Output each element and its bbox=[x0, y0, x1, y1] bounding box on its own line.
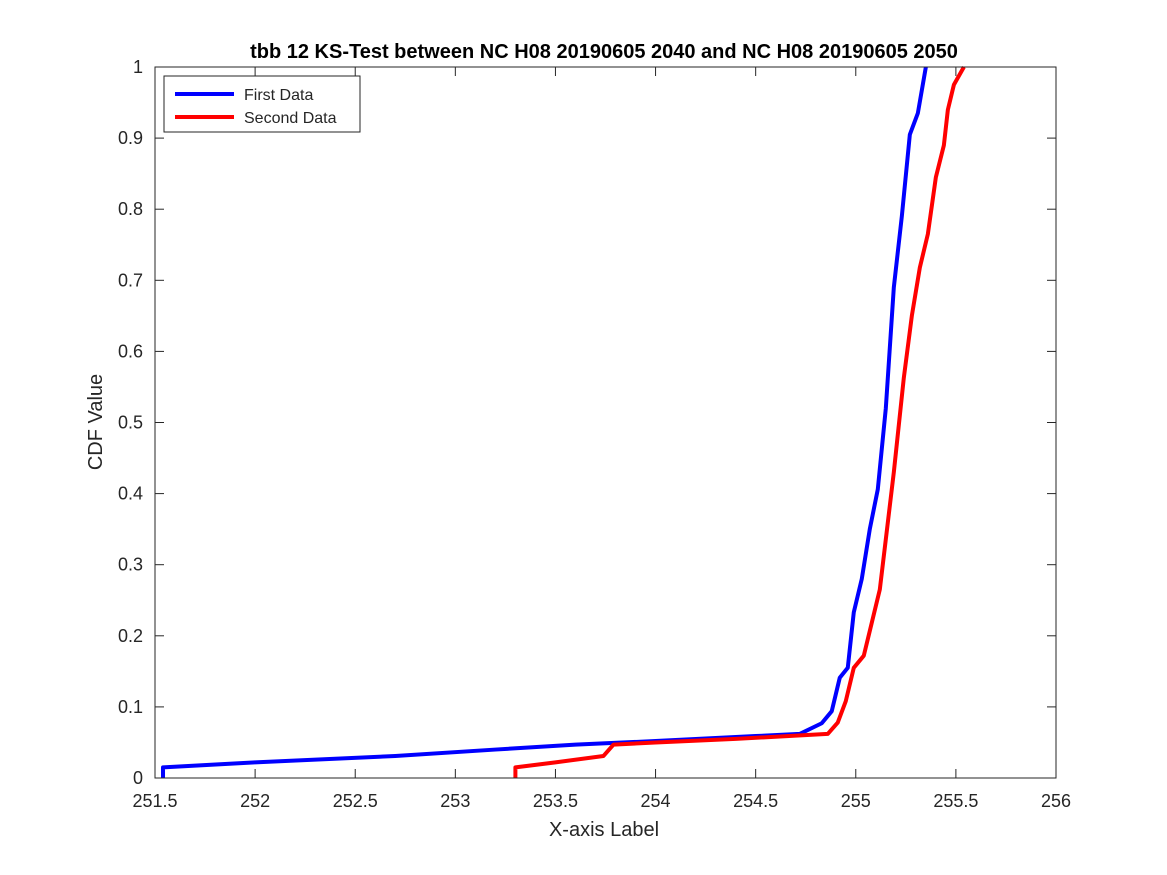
x-axis-label: X-axis Label bbox=[549, 819, 659, 841]
y-tick-label: 0.5 bbox=[118, 413, 143, 433]
plot-series bbox=[161, 66, 966, 778]
series-line-first-data bbox=[161, 66, 928, 778]
legend-label-second-data: Second Data bbox=[244, 110, 337, 127]
legend: First Data Second Data bbox=[163, 75, 361, 133]
x-tick-label: 254 bbox=[641, 791, 671, 811]
x-tick-label: 256 bbox=[1041, 791, 1071, 811]
axis-ticks: 251.5 252 252.5 253 253.5 254 254.5 255 255.5 256… bbox=[118, 57, 1071, 811]
y-tick-label: 1 bbox=[133, 57, 143, 77]
y-tick-label: 0.3 bbox=[118, 555, 143, 575]
chart-title: tbb 12 KS-Test between NC H08 20190605 2… bbox=[250, 41, 958, 63]
x-tick-label: 255.5 bbox=[933, 791, 978, 811]
y-tick-label: 0.9 bbox=[118, 128, 143, 148]
y-tick-label: 0.6 bbox=[118, 341, 143, 361]
y-tick-label: 0.2 bbox=[118, 626, 143, 646]
y-tick-label: 0 bbox=[133, 768, 143, 788]
y-axis-label: CDF Value bbox=[85, 374, 107, 470]
y-tick-label: 0.8 bbox=[118, 199, 143, 219]
x-tick-label: 253 bbox=[440, 791, 470, 811]
series-line-second-data bbox=[513, 66, 966, 778]
x-tick-label: 253.5 bbox=[533, 791, 578, 811]
legend-label-first-data: First Data bbox=[244, 87, 313, 104]
y-tick-label: 0.1 bbox=[118, 697, 143, 717]
x-tick-label: 254.5 bbox=[733, 791, 778, 811]
x-tick-label: 251.5 bbox=[132, 791, 177, 811]
x-tick-label: 252 bbox=[240, 791, 270, 811]
legend-box bbox=[163, 75, 361, 133]
y-tick-label: 0.7 bbox=[118, 270, 143, 290]
plot-area-frame bbox=[154, 66, 1057, 779]
x-tick-label: 255 bbox=[841, 791, 871, 811]
y-tick-label: 0.4 bbox=[118, 484, 143, 504]
x-tick-label: 252.5 bbox=[333, 791, 378, 811]
